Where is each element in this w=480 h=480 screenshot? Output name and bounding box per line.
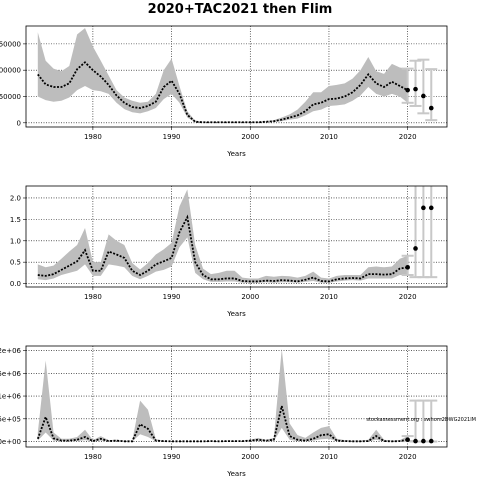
x-tick-label: 2000 — [241, 293, 259, 301]
x-axis-label: Years — [226, 310, 246, 318]
y-tick-label: 1.5 — [10, 216, 21, 224]
plot-frame — [25, 185, 448, 288]
x-tick-label: 2020 — [399, 133, 417, 141]
x-tick-label: 2020 — [399, 453, 417, 461]
x-tick-label: 2000 — [241, 133, 259, 141]
x-axis-label: Years — [226, 470, 246, 478]
y-tick-label: 100000 — [0, 67, 21, 75]
projection-point — [421, 205, 426, 211]
source-note: stockassessment.org : swhom2DWG2021IM — [366, 417, 476, 423]
plot-area — [37, 186, 438, 283]
chart-panel-2: 1980 1990 2000 2010 2020 0.0 0.5 1.0 1.5 2.0 Years — [10, 185, 448, 318]
x-tick-label: 1980 — [84, 133, 102, 141]
y-tick-label: 2e+06 — [0, 347, 22, 355]
y-tick-label: 1.5e+06 — [0, 370, 22, 378]
y-tick-label: 0.5 — [10, 259, 21, 267]
x-tick-label: 2010 — [320, 453, 338, 461]
estimate-line — [36, 405, 408, 443]
x-tick-label: 2020 — [399, 293, 417, 301]
projection-point — [413, 86, 418, 92]
projection-point — [413, 438, 418, 444]
chart-panel-3: 1980 1990 2000 2010 2020 0e+00 5e+05 1e+06 1.5e+… — [0, 345, 448, 478]
figure-title: 2020+TAC2021 then Flim — [148, 2, 333, 17]
plot-frame — [25, 25, 448, 128]
projection-point — [413, 246, 418, 251]
confidence-band — [37, 28, 408, 123]
estimate-line — [37, 61, 409, 124]
y-tick-label: 0 — [17, 119, 21, 127]
y-tick-label: 1e+06 — [0, 393, 22, 401]
x-tick-label: 2010 — [320, 293, 338, 301]
y-tick-label: 1.0 — [10, 237, 21, 245]
projection-point — [428, 438, 434, 444]
x-tick-label: 1990 — [163, 293, 181, 301]
panels: 1980 1990 2000 2010 2020 0 50000 100000 150000 Ye… — [0, 25, 476, 478]
projection-point — [405, 87, 410, 93]
chart-panel-1: 1980 1990 2000 2010 2020 0 50000 100000 150000 Ye… — [0, 25, 448, 158]
y-tick-label: 2.0 — [10, 194, 21, 202]
y-tick-label: 50000 — [0, 93, 21, 101]
projection-point — [405, 265, 410, 270]
x-tick-label: 2010 — [320, 133, 338, 141]
projection-point — [421, 93, 426, 99]
plot-frame — [25, 345, 448, 448]
x-tick-label: 1980 — [84, 453, 102, 461]
confidence-band — [37, 189, 408, 283]
projection-point — [428, 205, 434, 211]
projection-point — [421, 438, 426, 444]
y-tick-label: 5e+05 — [0, 415, 21, 423]
plot-area — [37, 28, 438, 124]
x-tick-label: 1990 — [163, 133, 181, 141]
projection-point — [405, 437, 410, 443]
plot-area — [36, 348, 438, 443]
x-tick-label: 1980 — [84, 293, 102, 301]
confidence-band — [37, 348, 408, 442]
x-tick-label: 2000 — [241, 453, 259, 461]
y-tick-label: 0.0 — [10, 280, 21, 288]
x-axis-label: Years — [226, 150, 246, 158]
estimate-line — [37, 214, 408, 283]
x-tick-label: 1990 — [163, 453, 181, 461]
y-tick-label: 150000 — [0, 40, 21, 48]
projection-point — [428, 105, 434, 111]
y-tick-label: 0e+00 — [0, 438, 21, 446]
